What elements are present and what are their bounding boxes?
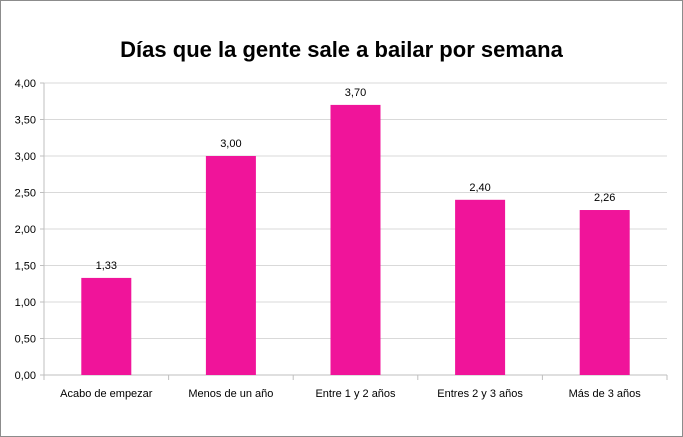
y-tick-label: 4,00 <box>15 78 36 90</box>
data-label: 1,33 <box>96 260 117 272</box>
data-label: 3,00 <box>220 138 241 150</box>
x-tick-label: Entres 2 y 3 años <box>437 388 523 400</box>
x-tick-label: Acabo de empezar <box>60 388 153 400</box>
bar <box>205 156 256 375</box>
y-tick-label: 2,00 <box>15 224 36 236</box>
bar <box>579 210 630 375</box>
bar <box>330 104 381 376</box>
bar <box>455 199 506 375</box>
y-tick-label: 1,50 <box>15 261 36 273</box>
chart-title: Días que la gente sale a bailar por sema… <box>120 37 563 62</box>
data-label: 2,40 <box>469 182 490 194</box>
y-tick-label: 2,50 <box>15 188 36 200</box>
data-label: 2,26 <box>594 192 615 204</box>
x-tick-label: Más de 3 años <box>569 388 642 400</box>
bar <box>81 277 132 375</box>
y-tick-label: 1,00 <box>15 297 36 309</box>
y-tick-label: 0,50 <box>15 334 36 346</box>
y-tick-label: 3,00 <box>15 151 36 163</box>
y-tick-label: 3,50 <box>15 115 36 127</box>
data-label: 3,70 <box>345 87 366 99</box>
x-tick-label: Menos de un año <box>188 388 273 400</box>
x-tick-label: Entre 1 y 2 años <box>315 388 396 400</box>
y-tick-label: 0,00 <box>15 370 36 382</box>
